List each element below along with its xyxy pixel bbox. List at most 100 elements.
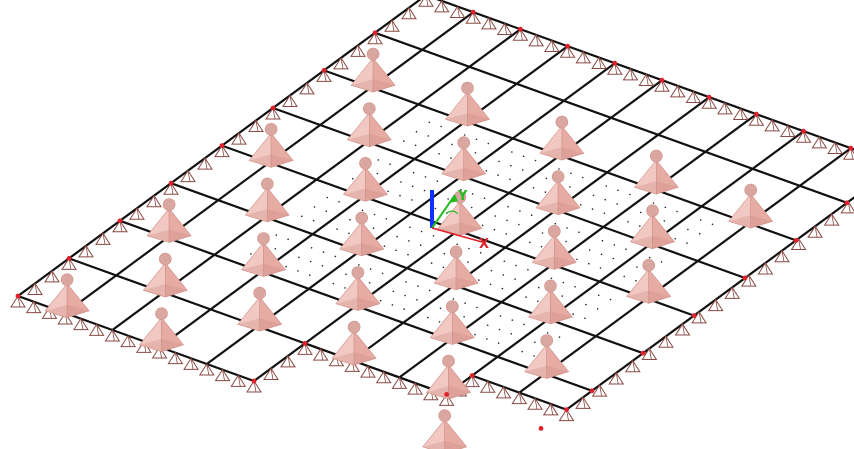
mesh-point (588, 249, 591, 251)
mesh-point (537, 300, 539, 303)
mesh-point (490, 269, 493, 272)
mesh-point (502, 274, 505, 276)
mesh-point (514, 278, 516, 280)
grid-beam (351, 96, 711, 362)
mesh-point (617, 189, 619, 192)
edge-support (95, 232, 111, 245)
column-support (138, 307, 185, 353)
edge-support (180, 169, 196, 183)
edge-support (669, 84, 686, 98)
edge-support (779, 124, 796, 138)
edge-support (528, 33, 545, 47)
mesh-point (348, 232, 350, 235)
mesh-point (511, 151, 513, 153)
mesh-point (612, 257, 615, 260)
mesh-point (389, 163, 391, 165)
mesh-point (601, 239, 604, 242)
grid-beam (471, 130, 805, 377)
mesh-point (487, 142, 490, 145)
mesh-point (476, 306, 478, 309)
mesh-point (639, 211, 642, 214)
axes-gizmo: Y X (430, 189, 489, 252)
mesh-point (468, 247, 470, 250)
mesh-point (565, 240, 567, 243)
mesh-point (332, 282, 335, 285)
mesh-point (275, 234, 278, 236)
mesh-point (403, 140, 405, 142)
edge-support (120, 334, 137, 348)
mesh-point (309, 274, 311, 276)
node (659, 77, 665, 83)
column-support (244, 177, 290, 223)
column-support (44, 273, 90, 319)
grid-beam (271, 106, 747, 280)
mesh-point (530, 214, 533, 216)
mesh-point (298, 256, 300, 259)
column-support (350, 47, 396, 93)
mesh-point (588, 262, 590, 265)
edge-support (418, 0, 434, 7)
grid-beam (373, 31, 849, 204)
edge-support (542, 403, 559, 416)
mesh-point (510, 333, 513, 335)
mesh-point (409, 226, 411, 229)
mesh-point (483, 197, 486, 199)
edge-support (807, 225, 824, 238)
mesh-point (438, 321, 441, 323)
mesh-point (686, 242, 688, 244)
mesh-point (404, 294, 406, 297)
node (538, 426, 544, 431)
edge-support (230, 374, 247, 387)
edge-support (401, 6, 417, 20)
node (844, 200, 850, 206)
mesh-point (325, 210, 328, 212)
edge-support (479, 380, 496, 393)
mesh-point (635, 279, 637, 282)
mesh-point (301, 215, 303, 218)
mesh-point (403, 308, 406, 310)
column-support (633, 149, 679, 195)
grid-beam (518, 147, 852, 394)
mesh-point (494, 215, 497, 217)
edge-support (575, 50, 592, 64)
mesh-point (440, 125, 442, 128)
mesh-point (287, 238, 289, 241)
edge-support (391, 376, 408, 389)
edge-support (707, 298, 724, 312)
mesh-point (584, 317, 586, 320)
mesh-point (486, 324, 489, 327)
mesh-point (436, 180, 439, 182)
mesh-point (497, 342, 500, 344)
node (219, 143, 225, 149)
column-support (335, 266, 381, 311)
node (612, 60, 618, 66)
edge-support (624, 359, 641, 373)
mesh-point (498, 328, 501, 331)
column-support (346, 102, 392, 148)
mesh-point (428, 289, 431, 292)
mesh-point (427, 135, 430, 137)
column-support (339, 211, 385, 257)
edge-support (724, 286, 741, 299)
mesh-point (450, 157, 452, 159)
mesh-point (566, 227, 568, 229)
node (801, 128, 806, 134)
node (302, 341, 308, 346)
mesh-point (407, 253, 409, 256)
edge-support (608, 372, 625, 385)
edge-support (88, 323, 105, 336)
mesh-point (481, 224, 484, 227)
column-supports-layer (44, 47, 774, 449)
mesh-point (417, 285, 419, 287)
mesh-point (663, 220, 666, 222)
mesh-point (562, 281, 565, 284)
mesh-point (430, 262, 433, 264)
mesh-point (493, 228, 496, 231)
mesh-point (285, 265, 287, 268)
mesh-point (523, 323, 525, 326)
mesh-point (507, 205, 509, 208)
node (564, 407, 569, 412)
mesh-point (485, 170, 488, 172)
